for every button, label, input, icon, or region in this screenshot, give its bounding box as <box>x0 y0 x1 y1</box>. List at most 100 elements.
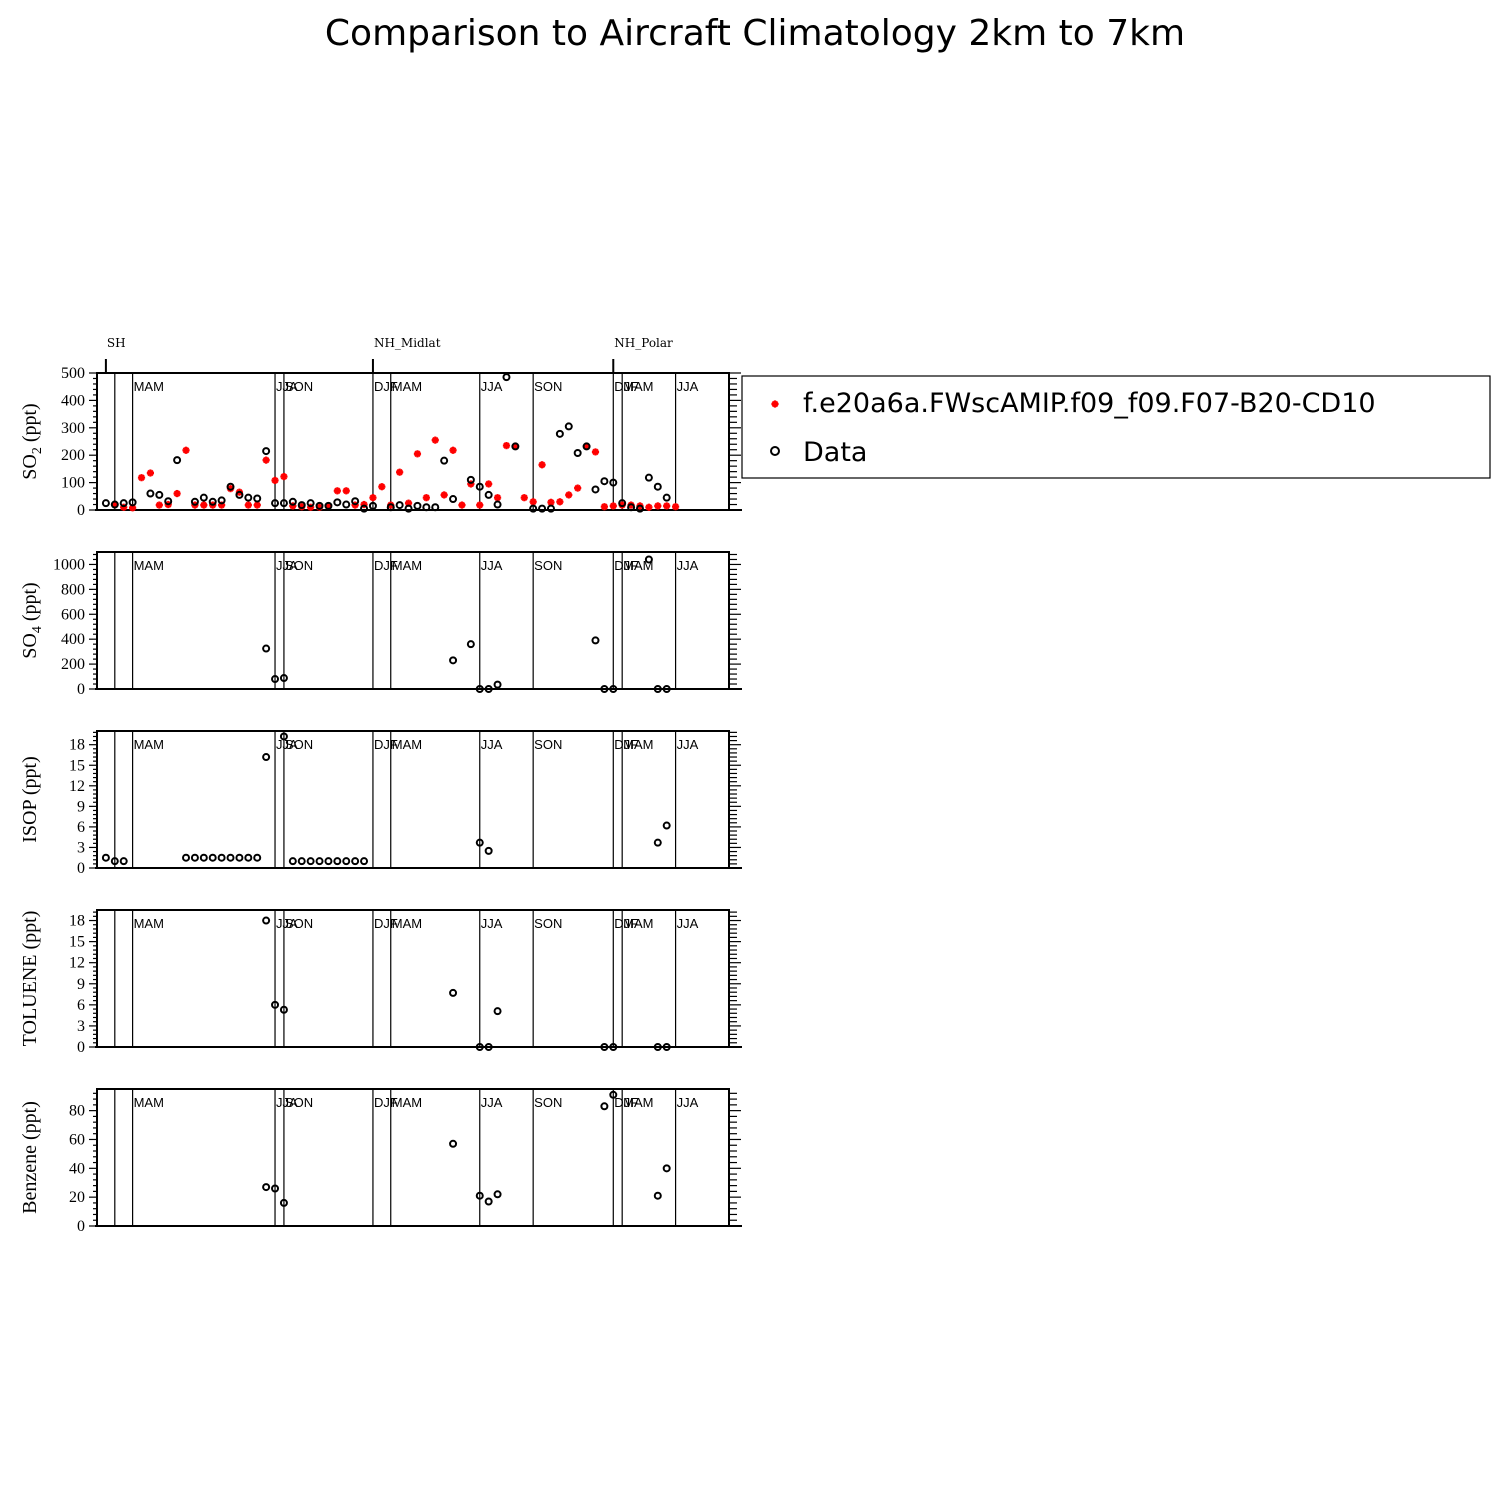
data-point-data <box>297 857 306 866</box>
data-point-data <box>217 496 226 505</box>
data-point-data <box>279 1198 288 1207</box>
data-point-data <box>449 1139 458 1148</box>
data-point-model <box>262 456 270 464</box>
data-point-data <box>164 497 173 506</box>
data-point-data <box>262 447 271 456</box>
data-point-data <box>208 497 217 506</box>
data-point-data <box>119 499 128 508</box>
data-point-data <box>662 1043 671 1051</box>
figure-title: Comparison to Aircraft Climatology 2km t… <box>325 13 1185 54</box>
legend-box <box>741 375 1491 479</box>
season-label: MAM <box>623 916 653 931</box>
y-tick-label: 6 <box>77 997 85 1014</box>
data-point-data <box>422 503 431 512</box>
data-point-model <box>556 498 564 506</box>
data-point-data <box>342 857 351 866</box>
data-point-data <box>351 857 360 866</box>
series-data <box>262 555 671 693</box>
data-point-model <box>600 503 608 511</box>
data-point-data <box>475 1043 484 1051</box>
data-point-data <box>502 373 511 382</box>
y-tick-label: 400 <box>61 392 85 409</box>
season-label: DJF <box>374 916 398 931</box>
season-label: DJF <box>614 379 638 394</box>
data-point-model <box>369 494 377 502</box>
data-point-data <box>511 442 520 451</box>
y-tick-label: 12 <box>69 955 85 972</box>
data-point-data <box>146 489 155 498</box>
data-point-data <box>235 490 244 499</box>
season-label: MAM <box>392 916 422 931</box>
y-tick-label: 0 <box>77 1039 85 1056</box>
y-tick-label: 0 <box>77 860 85 877</box>
legend-model-label: f.e20a6a.FWscAMIP.f09_f09.F07-B20-CD10 <box>803 388 1376 419</box>
data-point-data <box>600 685 609 693</box>
y-tick-label: 15 <box>69 934 85 951</box>
data-point-model <box>200 501 208 509</box>
data-point-model <box>253 501 261 509</box>
data-point-data <box>600 477 609 486</box>
data-point-data <box>262 916 271 925</box>
data-point-model <box>440 491 448 499</box>
season-label: JJA <box>276 1095 298 1110</box>
data-point-data <box>315 501 324 510</box>
season-label: JJA <box>276 558 298 573</box>
data-point-data <box>582 442 591 451</box>
data-point-model <box>485 480 493 488</box>
y-tick-label: 0 <box>77 1218 85 1235</box>
data-point-data <box>288 857 297 866</box>
season-label: SON <box>285 916 313 931</box>
data-point-model <box>609 502 617 510</box>
data-point-model <box>146 469 155 477</box>
y-tick-label: 200 <box>61 447 85 464</box>
data-point-model <box>538 461 546 469</box>
season-label: JJA <box>481 737 503 752</box>
season-label: DJF <box>374 558 398 573</box>
season-label: DJF <box>614 916 638 931</box>
data-point-data <box>662 1164 671 1173</box>
season-label: SON <box>534 1095 562 1110</box>
data-point-data <box>279 732 288 741</box>
data-point-data <box>351 497 360 506</box>
data-point-data <box>324 501 333 510</box>
data-point-data <box>431 503 440 512</box>
region-label: NH_Polar <box>614 336 673 350</box>
data-point-data <box>627 503 636 512</box>
data-point-data <box>279 1005 288 1014</box>
data-point-model <box>565 491 573 499</box>
data-point-model <box>663 502 671 510</box>
region-labels: SH NH_Midlat NH_Polar <box>107 336 673 350</box>
data-point-data <box>155 490 164 499</box>
data-point-model <box>422 494 430 502</box>
data-point-data <box>368 501 377 510</box>
season-label: MAM <box>392 1095 422 1110</box>
season-label: SON <box>285 737 313 752</box>
season-label: JJA <box>677 379 699 394</box>
data-point-data <box>342 500 351 509</box>
data-point-model <box>289 502 297 510</box>
data-point-data <box>466 475 475 484</box>
data-point-data <box>190 853 199 862</box>
data-point-data <box>253 853 262 862</box>
season-label: JJA <box>677 916 699 931</box>
data-point-data <box>244 853 253 862</box>
data-point-model <box>529 498 537 506</box>
data-point-data <box>493 680 502 689</box>
season-label: MAM <box>134 737 164 752</box>
data-point-data <box>226 853 235 862</box>
data-point-data <box>609 1043 618 1051</box>
data-point-data <box>333 857 342 866</box>
data-point-data <box>493 1007 502 1016</box>
y-tick-label: 300 <box>61 420 85 437</box>
data-point-data <box>609 1090 618 1099</box>
data-point-data <box>555 429 564 438</box>
data-point-data <box>110 500 119 509</box>
data-point-model <box>574 484 582 492</box>
region-label: NH_Midlat <box>374 336 441 350</box>
data-point-data <box>564 422 573 431</box>
data-point-data <box>333 498 342 507</box>
data-point-data <box>653 1191 662 1200</box>
data-point-model <box>378 483 386 491</box>
data-point-data <box>235 853 244 862</box>
